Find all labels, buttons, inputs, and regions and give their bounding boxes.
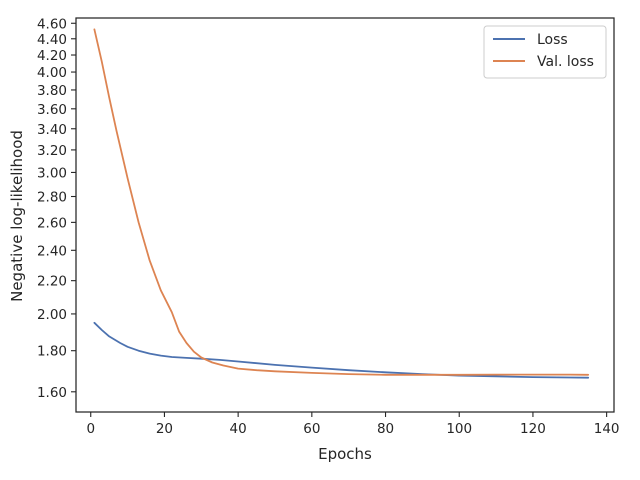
x-tick-label: 40 (230, 421, 247, 437)
y-tick-label: 3.20 (37, 143, 67, 159)
series-lines (93, 28, 590, 379)
y-tick-label: 3.00 (37, 165, 67, 181)
plot-area (75, 17, 615, 413)
y-tick-label: 2.40 (37, 243, 67, 259)
y-tick-label: 2.80 (37, 190, 67, 206)
y-tick-label: 2.00 (37, 307, 67, 323)
y-tick-label: 4.00 (37, 65, 67, 81)
y-axis: 1.60 1.80 2.00 2.20 2.40 2.60 2.80 3.00 3.20 3.40… (37, 16, 76, 401)
x-tick-label: 0 (86, 421, 95, 437)
y-tick-label: 4.40 (37, 32, 67, 48)
legend-label-loss: Loss (537, 32, 568, 48)
y-tick-label: 1.80 (37, 344, 67, 360)
y-tick-label: 3.60 (37, 102, 67, 118)
x-tick-label: 20 (156, 421, 173, 437)
y-tick-label: 4.60 (37, 16, 67, 32)
x-axis-label: Epochs (318, 445, 372, 463)
y-tick-label: 4.20 (37, 48, 67, 64)
y-tick-label: 3.40 (37, 122, 67, 138)
x-tick-label: 60 (303, 421, 320, 437)
x-tick-label: 100 (446, 421, 472, 437)
x-axis: 0 20 40 60 80 100 120 140 (86, 412, 620, 437)
x-tick-label: 80 (377, 421, 394, 437)
series-line-val-loss (93, 28, 590, 376)
y-tick-label: 2.20 (37, 274, 67, 290)
y-tick-label: 3.80 (37, 83, 67, 99)
x-tick-label: 120 (520, 421, 546, 437)
y-tick-label: 2.60 (37, 215, 67, 231)
x-tick-label: 140 (594, 421, 620, 437)
legend-label-val-loss: Val. loss (537, 54, 594, 70)
y-tick-label: 1.60 (37, 385, 67, 401)
y-axis-label: Negative log-likelihood (8, 130, 26, 302)
series-line-loss (93, 321, 590, 379)
legend: Loss Val. loss (483, 25, 607, 79)
